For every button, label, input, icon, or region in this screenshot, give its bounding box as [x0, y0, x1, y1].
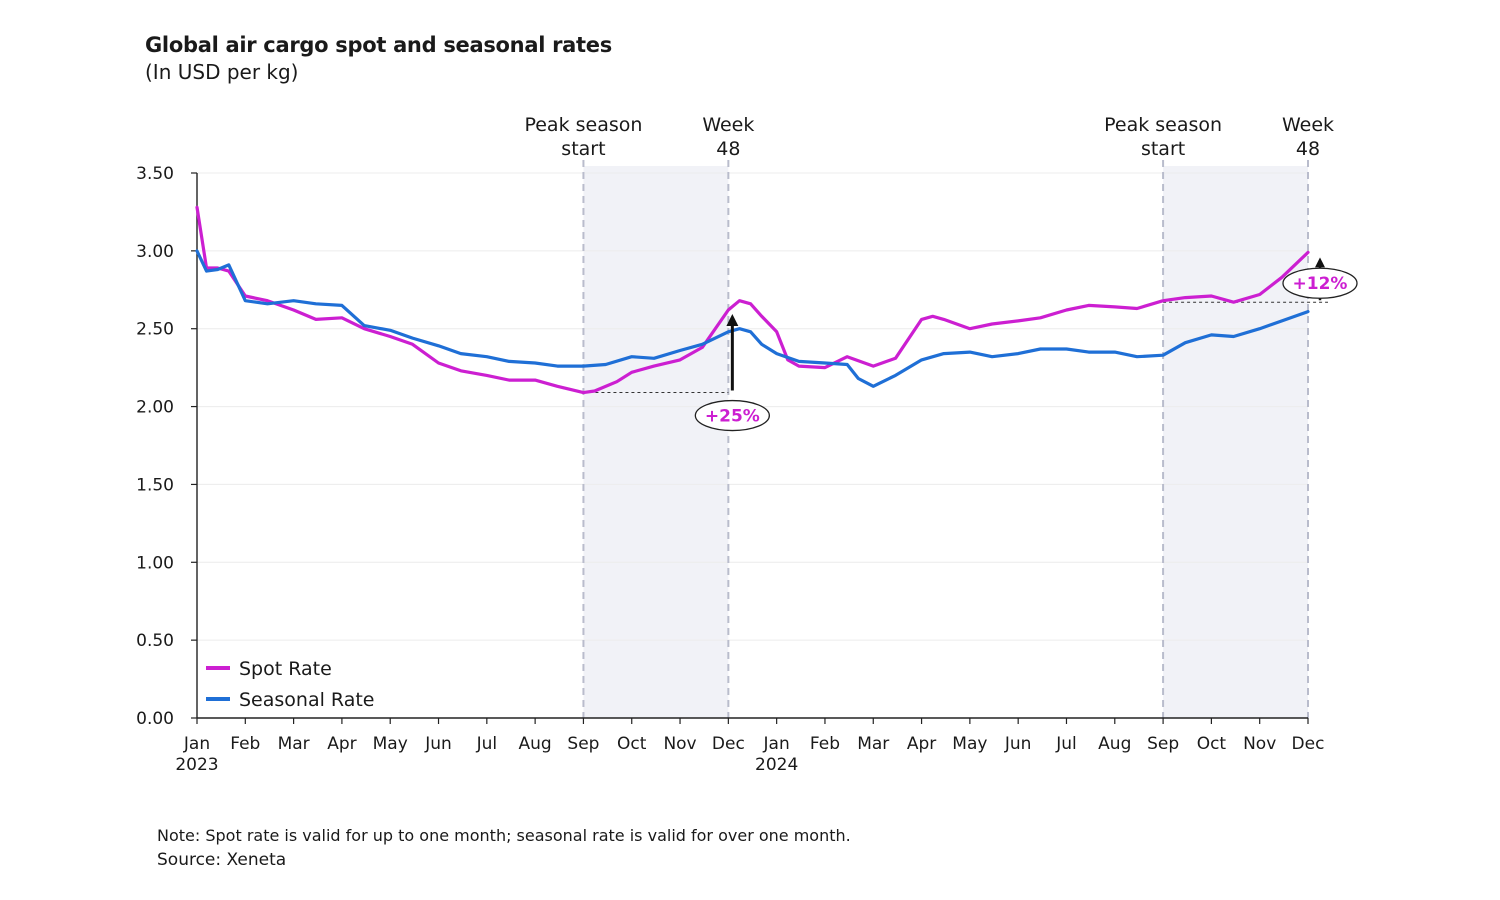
annotation-guides: [583, 301, 1328, 394]
footnote: Note: Spot rate is valid for up to one m…: [157, 826, 851, 845]
series-line-spot-rate: [195, 205, 1310, 395]
y-tick-label: 1.50: [136, 475, 174, 495]
peak-season-region-1: [1163, 166, 1308, 718]
y-tick-label: 3.50: [136, 164, 174, 184]
shaded-regions: [583, 166, 1308, 718]
y-tick-label: 0.00: [136, 709, 174, 729]
series-lines: [195, 205, 1310, 395]
marker-label: Week: [1282, 114, 1334, 136]
x-tick-label: Jan: [763, 734, 790, 754]
x-tick-label: Apr: [327, 734, 356, 754]
legend-label: Seasonal Rate: [239, 689, 375, 711]
marker-label: start: [561, 138, 605, 160]
series-line-seasonal-rate: [195, 249, 1310, 388]
peak-season-region-0: [583, 166, 729, 718]
x-tick-label: Oct: [617, 734, 647, 754]
x-tick-label: Aug: [519, 734, 552, 754]
chart-subtitle: (In USD per kg): [145, 60, 299, 84]
x-tick-label: Jul: [1055, 734, 1077, 754]
x-tick-label: May: [952, 734, 987, 754]
marker-label: Week: [702, 114, 754, 136]
x-tick-label: Mar: [278, 734, 310, 754]
marker-label: Peak season: [524, 114, 642, 136]
x-tick-label: Feb: [230, 734, 260, 754]
x-tick-label: Jan: [183, 734, 210, 754]
marker-label: Peak season: [1104, 114, 1222, 136]
x-tick-label: Sep: [1147, 734, 1179, 754]
annotation-label: +12%: [1293, 274, 1348, 294]
legend: Spot Rate Seasonal Rate: [206, 658, 375, 711]
x-tick-label: Dec: [1292, 734, 1325, 754]
axes: 0.00 0.50 1.00 1.50 2.00 2.50 3.00 3.50 Jan Feb Ma…: [136, 164, 1324, 775]
annotation-bubble: [1282, 267, 1358, 299]
x-tick-label: Jun: [1004, 734, 1032, 754]
y-tick-label: 2.50: [136, 320, 174, 340]
x-tick-label: Jun: [424, 734, 452, 754]
x-tick-label: Apr: [907, 734, 936, 754]
annotations: +25% +12%: [694, 257, 1358, 432]
x-tick-label: Sep: [567, 734, 599, 754]
x-tick-label: Jul: [476, 734, 498, 754]
x-tick-label: Nov: [1243, 734, 1276, 754]
y-tick-label: 2.00: [136, 398, 174, 418]
annotation-label: +25%: [705, 407, 760, 427]
x-tick-label: Aug: [1098, 734, 1131, 754]
legend-label: Spot Rate: [239, 658, 332, 680]
marker-label: start: [1141, 138, 1185, 160]
marker-label: 48: [1296, 138, 1320, 160]
x-tick-label: May: [373, 734, 408, 754]
x-tick-label: Feb: [810, 734, 840, 754]
annotation-bubble: [694, 399, 770, 432]
y-tick-label: 1.00: [136, 553, 174, 573]
year-label: 2023: [175, 755, 218, 775]
source-credit: Source: Xeneta: [157, 850, 287, 870]
marker-label: 48: [716, 138, 740, 160]
y-tick-label: 3.00: [136, 242, 174, 262]
x-tick-label: Mar: [857, 734, 889, 754]
year-label: 2024: [755, 755, 798, 775]
chart-title: Global air cargo spot and seasonal rates: [145, 33, 612, 57]
x-tick-label: Oct: [1197, 734, 1227, 754]
x-tick-label: Dec: [712, 734, 745, 754]
y-tick-label: 0.50: [136, 631, 174, 651]
x-tick-label: Nov: [663, 734, 696, 754]
